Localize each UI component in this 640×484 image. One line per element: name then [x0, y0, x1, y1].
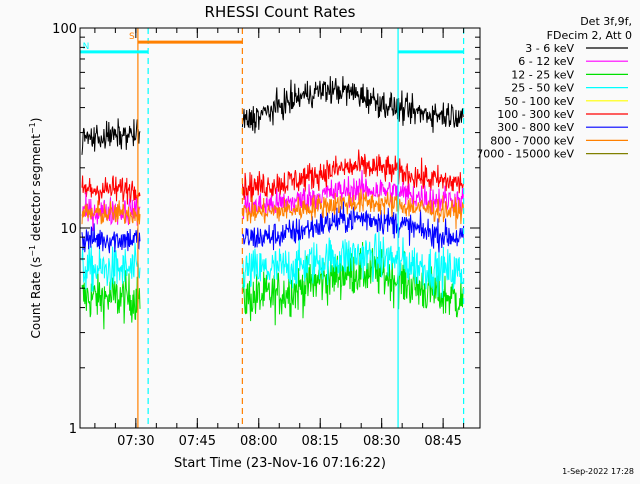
series-line-5-seg-1 — [241, 149, 465, 203]
y-tick-label-1: 10 — [60, 222, 77, 237]
legend-label-8: 7000 - 15000 keV — [476, 148, 574, 161]
y-tick-label-2: 100 — [52, 22, 77, 37]
chart-title: RHESSI Count Rates — [205, 3, 356, 21]
x-tick-label-5: 08:45 — [424, 434, 461, 449]
footer-date: 1-Sep-2022 17:28 — [562, 467, 634, 476]
series-line-3-seg-0 — [81, 242, 141, 293]
series-line-2-seg-1 — [241, 241, 465, 326]
legend-label-6: 300 - 800 keV — [497, 121, 574, 134]
axes: 07:30 07:45 08:00 08:15 08:30 08:45 1 10 100 — [52, 22, 481, 449]
legend-label-0: 3 - 6 keV — [525, 42, 574, 55]
series-line-0-seg-1 — [241, 76, 465, 134]
series-line-6-seg-0 — [81, 223, 141, 254]
series-line-6-seg-1 — [241, 201, 465, 253]
series-line-1-seg-0 — [81, 192, 141, 231]
legend-label-5: 100 - 300 keV — [497, 108, 574, 121]
x-tick-label-3: 08:15 — [301, 434, 338, 449]
legend-label-3: 25 - 50 keV — [511, 82, 574, 95]
series-layer — [81, 76, 465, 330]
y-tick-label-0: 1 — [69, 422, 77, 437]
x-tick-label-2: 08:00 — [240, 434, 277, 449]
legend-header-line-2: FDecim 2, Att 0 — [547, 29, 632, 42]
marker-layer: SN — [80, 28, 465, 428]
legend-header-line-1: Det 3f,9f, — [580, 15, 632, 28]
x-tick-label-0: 07:30 — [117, 434, 154, 449]
marker-label-5: S — [129, 32, 135, 42]
x-tick-label-1: 07:45 — [179, 434, 216, 449]
series-line-7-seg-1 — [241, 188, 465, 230]
series-line-3-seg-1 — [241, 231, 464, 299]
legend-label-2: 12 - 25 keV — [511, 68, 574, 81]
y-axis-label: Count Rate (s−1 detector segment−1) — [28, 118, 43, 339]
legend-label-1: 6 - 12 keV — [518, 55, 574, 68]
legend-label-7: 800 - 7000 keV — [490, 134, 574, 147]
series-line-7-seg-0 — [81, 200, 141, 225]
series-line-0-seg-0 — [81, 118, 141, 155]
x-tick-label-4: 08:30 — [363, 434, 400, 449]
x-axis-label: Start Time (23-Nov-16 07:16:22) — [174, 456, 386, 471]
series-line-2-seg-0 — [81, 269, 141, 330]
legend-label-4: 50 - 100 keV — [504, 95, 574, 108]
marker-label-6: N — [83, 42, 90, 52]
